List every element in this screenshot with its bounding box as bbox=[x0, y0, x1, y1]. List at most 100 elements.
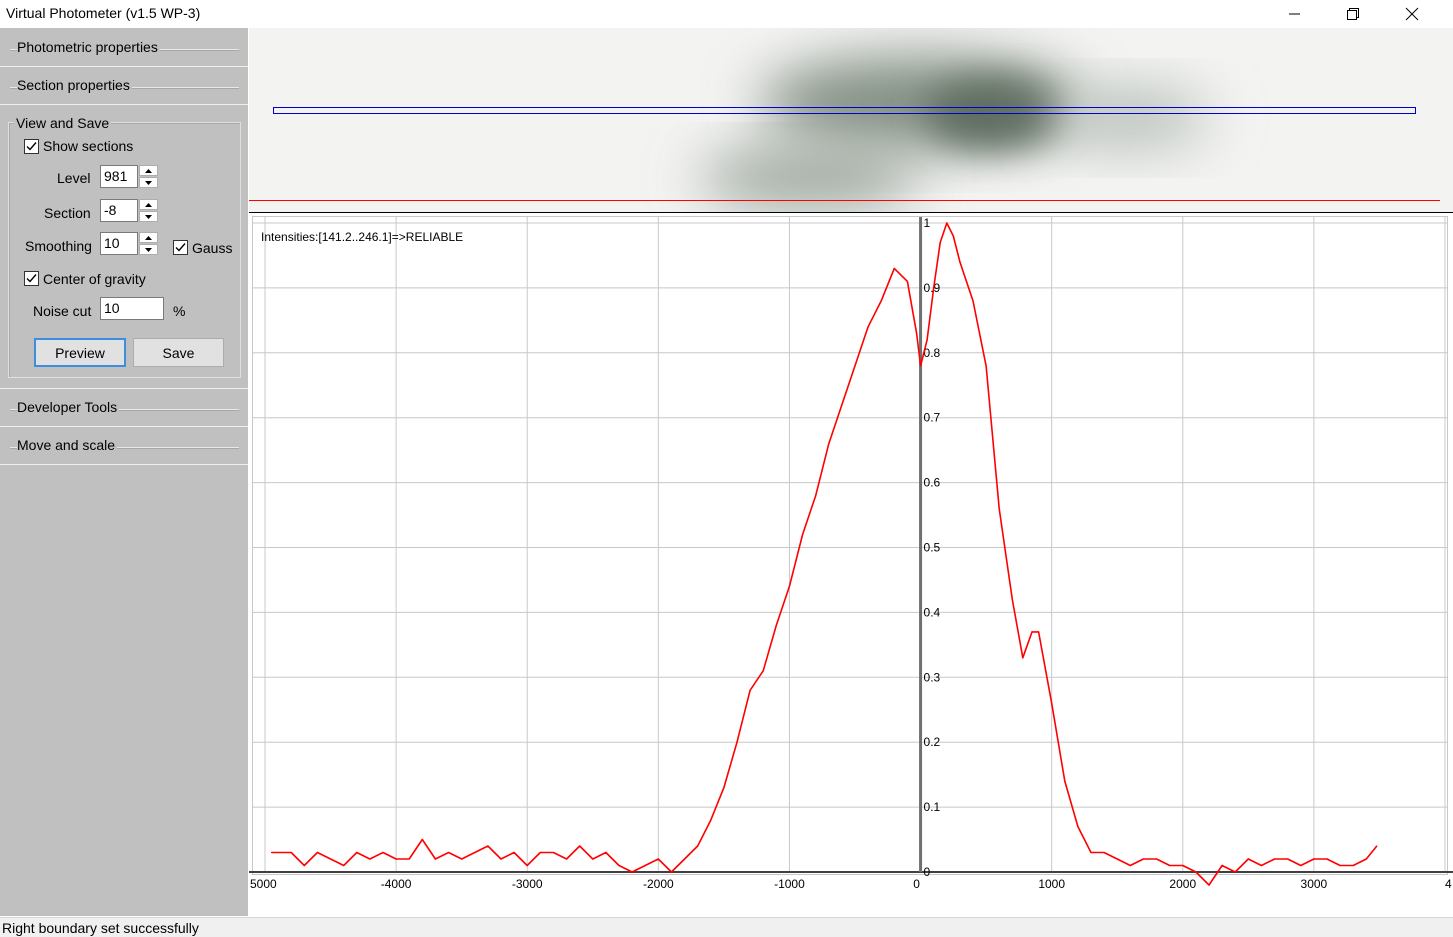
data-point bbox=[1313, 858, 1315, 860]
data-point bbox=[1064, 780, 1066, 782]
data-point bbox=[290, 851, 292, 854]
intensities-annotation: Intensities:[141.2..246.1]=>RELIABLE bbox=[261, 230, 463, 244]
level-label: Level bbox=[57, 170, 91, 186]
data-point bbox=[1077, 825, 1079, 828]
data-point bbox=[657, 858, 659, 860]
data-point bbox=[421, 838, 423, 841]
spin-up-button[interactable] bbox=[139, 232, 158, 243]
arrow-up-icon bbox=[145, 168, 152, 173]
section-label: Move and scale bbox=[17, 437, 118, 453]
y-tick-label: 0.2 bbox=[924, 735, 941, 749]
arrow-down-icon bbox=[145, 214, 152, 219]
data-point bbox=[952, 235, 954, 237]
section-section-properties[interactable]: Section properties bbox=[0, 66, 248, 105]
data-point bbox=[736, 741, 738, 743]
plot-area[interactable]: 5000 -4000 -3000 -2000 -1000 0 1000 2000 3000 4 0 0… bbox=[249, 213, 1453, 917]
data-point bbox=[513, 851, 515, 854]
data-point bbox=[1022, 657, 1024, 659]
data-point bbox=[959, 261, 961, 263]
close-button[interactable] bbox=[1389, 0, 1435, 28]
data-point bbox=[447, 851, 450, 854]
save-button[interactable]: Save bbox=[133, 338, 224, 367]
data-point bbox=[1221, 864, 1223, 867]
status-bar: Right boundary set successfully bbox=[0, 917, 1453, 937]
x-tick-label: -4000 bbox=[381, 877, 412, 891]
x-tick-label: 5000 bbox=[250, 877, 277, 891]
data-point bbox=[395, 858, 397, 860]
gauss-checkbox[interactable] bbox=[173, 240, 188, 255]
restore-icon bbox=[1347, 8, 1359, 20]
section-input[interactable]: -8 bbox=[100, 199, 138, 222]
data-point bbox=[631, 871, 633, 873]
data-point bbox=[841, 404, 843, 406]
data-point bbox=[1339, 864, 1341, 867]
section-label: Section bbox=[44, 205, 91, 221]
data-point bbox=[343, 864, 345, 867]
arrow-down-icon bbox=[145, 247, 152, 252]
data-point bbox=[1103, 851, 1105, 854]
data-point bbox=[356, 851, 358, 854]
data-point bbox=[762, 670, 764, 672]
section-developer-tools[interactable]: Developer Tools bbox=[0, 388, 248, 427]
data-point bbox=[926, 339, 928, 341]
data-point bbox=[749, 689, 751, 691]
data-point bbox=[1182, 864, 1184, 867]
smoothing-spinner[interactable] bbox=[139, 232, 158, 255]
arrow-up-icon bbox=[145, 235, 152, 240]
data-point bbox=[801, 533, 804, 536]
noise-cut-input[interactable]: 10 bbox=[100, 297, 164, 320]
data-point bbox=[644, 864, 646, 867]
data-point bbox=[408, 858, 410, 860]
x-tick-label: -2000 bbox=[643, 877, 674, 891]
minimize-button[interactable] bbox=[1272, 0, 1318, 28]
data-point bbox=[1051, 702, 1053, 704]
section-photometric-properties[interactable]: Photometric properties bbox=[0, 28, 248, 67]
data-point bbox=[893, 267, 895, 270]
restore-button[interactable] bbox=[1330, 0, 1376, 28]
spectrum-image bbox=[249, 58, 1440, 206]
section-spinner[interactable] bbox=[139, 199, 158, 222]
data-point bbox=[1376, 845, 1378, 847]
noise-cut-label: Noise cut bbox=[33, 303, 92, 319]
data-point bbox=[697, 845, 699, 847]
data-point bbox=[867, 326, 869, 328]
level-input[interactable]: 981 bbox=[100, 165, 138, 188]
data-point bbox=[723, 787, 725, 789]
data-point bbox=[539, 851, 541, 854]
spin-down-button[interactable] bbox=[139, 177, 158, 188]
level-spinner[interactable] bbox=[139, 165, 158, 188]
smoothing-input[interactable]: 10 bbox=[100, 232, 138, 255]
section-move-and-scale[interactable]: Move and scale bbox=[0, 426, 248, 465]
y-tick-label: 1 bbox=[924, 216, 931, 230]
data-point bbox=[916, 332, 918, 334]
view-and-save-label[interactable]: View and Save bbox=[14, 115, 112, 131]
data-point bbox=[605, 851, 607, 854]
title-bar: Virtual Photometer (v1.5 WP-3) bbox=[0, 0, 1453, 28]
data-point bbox=[270, 851, 273, 854]
show-sections-checkbox[interactable] bbox=[24, 139, 39, 154]
center-of-gravity-checkbox[interactable] bbox=[24, 271, 39, 286]
data-point bbox=[880, 300, 882, 302]
y-tick-label: 0.6 bbox=[924, 476, 941, 490]
data-point bbox=[1195, 871, 1197, 873]
y-tick-label: 0.1 bbox=[924, 800, 941, 814]
selection-rectangle[interactable] bbox=[273, 107, 1416, 114]
data-point bbox=[919, 365, 922, 367]
data-point bbox=[487, 845, 489, 847]
y-tick-label: 0.9 bbox=[924, 281, 941, 295]
y-tick-label: 0.7 bbox=[924, 411, 941, 425]
spin-up-button[interactable] bbox=[139, 199, 158, 210]
data-point bbox=[303, 864, 305, 867]
data-point bbox=[526, 864, 528, 867]
spin-down-button[interactable] bbox=[139, 244, 158, 255]
x-tick-label: 1000 bbox=[1038, 877, 1065, 891]
preview-button[interactable]: Preview bbox=[34, 338, 126, 367]
spin-down-button[interactable] bbox=[139, 211, 158, 222]
data-point bbox=[1208, 884, 1210, 886]
data-point bbox=[1260, 864, 1263, 867]
data-point bbox=[1352, 864, 1354, 867]
spin-up-button[interactable] bbox=[139, 165, 158, 176]
spectrum-image-strip[interactable] bbox=[249, 28, 1453, 212]
nebula-lower-blob bbox=[699, 150, 919, 206]
data-point bbox=[1031, 631, 1033, 633]
